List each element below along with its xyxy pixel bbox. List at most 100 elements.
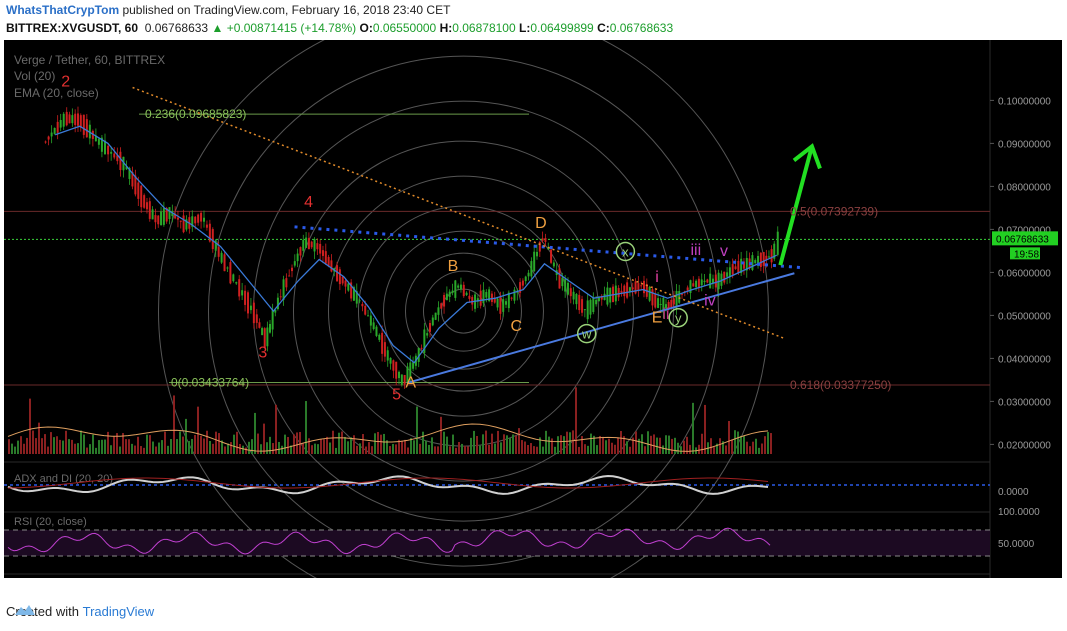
- volume-bar: [614, 444, 616, 454]
- volume-bar: [587, 445, 589, 454]
- candle-body: [203, 217, 205, 222]
- candle-body: [282, 279, 285, 300]
- price-axis-label: 0.02000000: [998, 440, 1051, 451]
- volume-bar: [407, 447, 409, 454]
- ema-line: [54, 125, 778, 364]
- volume-bar: [737, 431, 739, 454]
- volume-bar: [659, 437, 661, 454]
- volume-bar: [11, 443, 13, 454]
- candle-body: [336, 265, 339, 282]
- candle-body: [600, 295, 603, 300]
- price-chart[interactable]: 0.236(0.09685823) 0(0.03433764) 0.5(0.0739…: [4, 40, 1062, 578]
- volume-bar: [452, 434, 454, 454]
- volume-bar: [74, 443, 76, 454]
- chart-area[interactable]: 0.236(0.09685823) 0(0.03433764) 0.5(0.0739…: [4, 40, 1062, 578]
- candle-body: [361, 303, 364, 307]
- candle-body: [47, 136, 50, 140]
- candle-body: [229, 262, 232, 284]
- candle-body: [558, 268, 561, 289]
- volume-bar: [599, 435, 601, 454]
- volume-bar: [104, 439, 106, 454]
- volume-bar: [323, 439, 325, 454]
- volume-bar: [128, 439, 130, 454]
- volume-bar: [662, 445, 664, 454]
- volume-bar: [410, 438, 412, 454]
- volume-bar: [368, 442, 370, 454]
- volume-bar: [569, 432, 571, 454]
- volume-bar: [158, 442, 160, 454]
- volume-bar: [26, 437, 28, 454]
- candle-body: [258, 322, 261, 328]
- volume-bar: [185, 418, 187, 454]
- volume-bar: [668, 435, 670, 454]
- candle-body: [505, 301, 508, 305]
- candle-body: [291, 267, 293, 272]
- volume-bar: [266, 442, 268, 454]
- volume-bar: [254, 412, 256, 454]
- candle-body: [428, 323, 431, 332]
- close-value: 0.06768633: [609, 21, 674, 35]
- candle-body: [431, 317, 434, 326]
- fib-circle: [158, 40, 769, 578]
- candle-body: [564, 279, 567, 292]
- candle-body: [137, 182, 140, 199]
- volume-bar: [299, 432, 301, 454]
- volume-bar: [353, 435, 355, 454]
- volume-bar: [449, 446, 451, 454]
- wave-label: D: [535, 215, 547, 232]
- candle-body: [640, 285, 643, 287]
- volume-bar: [215, 431, 217, 454]
- price-axis-label: 0.06000000: [998, 268, 1051, 279]
- candle-body: [552, 262, 555, 267]
- volume-bar: [752, 441, 754, 454]
- candle-body: [426, 333, 429, 336]
- candle-body: [617, 287, 620, 298]
- candle-body: [82, 114, 85, 135]
- volume-bar: [311, 445, 313, 454]
- candle-body: [56, 121, 59, 133]
- volume-bar: [302, 443, 304, 454]
- candle-body: [131, 171, 134, 187]
- change-value: +0.00871415 (+14.78%): [226, 21, 357, 35]
- volume-bar: [44, 434, 46, 454]
- volume-bar: [437, 446, 439, 454]
- candle-body: [220, 252, 223, 263]
- change-arrow-icon: ▲: [211, 21, 224, 35]
- volume-bar: [32, 430, 34, 454]
- author-link[interactable]: WhatsThatCrypTom: [6, 3, 120, 17]
- volume-bar: [236, 431, 238, 454]
- volume-bar: [629, 446, 631, 454]
- fib-circle: [207, 55, 719, 567]
- volume-bar: [356, 445, 358, 454]
- volume-bar: [512, 434, 514, 454]
- tradingview-link[interactable]: TradingView: [82, 604, 155, 619]
- candle-body: [770, 249, 773, 263]
- candle-body: [457, 285, 460, 288]
- candle-body: [745, 257, 748, 271]
- candle-body: [157, 215, 160, 225]
- last-price: 0.06768633: [144, 21, 209, 35]
- volume-bar: [548, 436, 550, 454]
- volume-bar: [206, 430, 208, 454]
- candle-body: [274, 309, 277, 313]
- candle-body: [208, 223, 211, 242]
- volume-bar: [20, 436, 22, 454]
- candle-body: [657, 298, 660, 308]
- candle-body: [675, 291, 678, 308]
- candle-body: [74, 113, 77, 125]
- volume-bar: [365, 446, 367, 454]
- volume-bar: [521, 440, 523, 454]
- candle-body: [583, 309, 586, 311]
- volume-bar: [341, 431, 343, 454]
- volume-bar: [596, 445, 598, 454]
- volume-bar: [701, 433, 703, 454]
- candle-body: [459, 284, 462, 290]
- volume-bar: [122, 433, 124, 454]
- candle-body: [214, 240, 217, 251]
- candle-body: [524, 276, 527, 282]
- volume-bar: [488, 444, 490, 454]
- candle-body: [420, 347, 423, 349]
- candle-body: [703, 280, 706, 283]
- volume-bar: [245, 447, 247, 454]
- volume-bar: [86, 447, 88, 454]
